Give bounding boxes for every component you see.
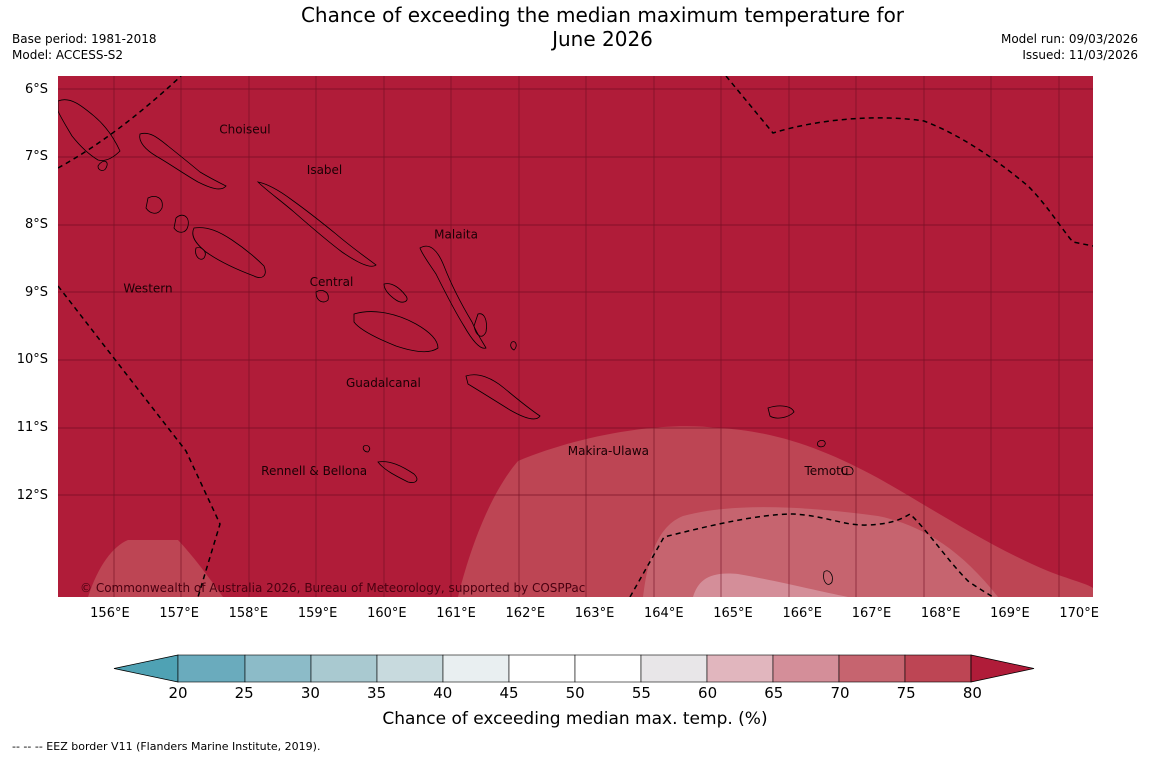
island-shortlands bbox=[97, 160, 108, 171]
colorbar-tick-label: 80 bbox=[962, 684, 982, 702]
colorbar-tick-label: 45 bbox=[499, 684, 519, 702]
lat-tick-label: 11°S bbox=[16, 419, 48, 435]
colorbar-extension-low bbox=[113, 654, 179, 683]
island-ulawa bbox=[510, 341, 517, 351]
province-label-malaita: Malaita bbox=[434, 227, 478, 241]
probability-zone-65-70 bbox=[693, 573, 848, 597]
colorbar-tick-label: 25 bbox=[234, 684, 254, 702]
island-guadalcanal bbox=[353, 311, 439, 352]
colorbar-tick-label: 70 bbox=[830, 684, 850, 702]
lat-tick-label: 9°S bbox=[24, 284, 48, 300]
colorbar-tick-label: 75 bbox=[896, 684, 916, 702]
island-rendova bbox=[195, 247, 206, 260]
colorbar-tick-label: 40 bbox=[433, 684, 453, 702]
model-text: Model: ACCESS-S2 bbox=[12, 48, 124, 62]
province-label-choiseul: Choiseul bbox=[219, 123, 270, 137]
model-run-text: Model run: 09/03/2026 bbox=[1000, 32, 1138, 46]
island-utupua bbox=[841, 466, 854, 476]
lon-tick-label: 169°E bbox=[990, 606, 1030, 621]
colorbar-segment bbox=[442, 654, 510, 683]
colorbar-segment bbox=[508, 654, 576, 683]
lon-tick-label: 167°E bbox=[851, 606, 892, 621]
colorbar-segment bbox=[706, 654, 774, 683]
colorbar-segment bbox=[177, 654, 246, 683]
lon-tick-label: 162°E bbox=[505, 606, 546, 621]
lat-tick-label: 7°S bbox=[24, 149, 48, 165]
colorbar-tick-label: 50 bbox=[565, 684, 585, 702]
island-russell bbox=[315, 290, 329, 303]
lon-tick-label: 165°E bbox=[713, 606, 753, 621]
island-makira bbox=[465, 374, 541, 420]
colorbar-segment bbox=[376, 654, 444, 683]
lon-tick-label: 166°E bbox=[782, 606, 822, 621]
colorbar-tick-label: 65 bbox=[764, 684, 784, 702]
base-period-text: Base period: 1981-2018 bbox=[12, 32, 157, 46]
lon-tick-label: 156°E bbox=[90, 606, 130, 621]
lon-tick-label: 160°E bbox=[367, 606, 407, 621]
island-bellona bbox=[362, 445, 371, 453]
province-labels: Choiseul Isabel Malaita Western Central … bbox=[123, 123, 848, 479]
island-small-malaita bbox=[473, 313, 487, 337]
issued-text: Issued: 11/03/2026 bbox=[1022, 48, 1138, 62]
colorbar-segment bbox=[838, 654, 906, 683]
province-label-guadalcanal: Guadalcanal bbox=[346, 376, 421, 390]
island-reef-islands bbox=[817, 439, 826, 448]
map-title: Chance of exceeding the median maximum t… bbox=[200, 3, 1005, 51]
probability-zone-75-80-west bbox=[88, 540, 223, 597]
meta-right: Model run: 09/03/2026 Issued: 11/03/2026 bbox=[1001, 31, 1138, 63]
island-santa-isabel bbox=[256, 181, 377, 267]
lon-tick-label: 168°E bbox=[920, 606, 961, 621]
province-label-makira-ulawa: Makira-Ulawa bbox=[568, 444, 649, 458]
copyright-text: © Commonwealth of Australia 2026, Bureau… bbox=[80, 581, 585, 595]
lon-tick-label: 163°E bbox=[574, 606, 615, 621]
island-malaita bbox=[419, 245, 487, 349]
colorbar-segment bbox=[574, 654, 642, 683]
island-bougainville bbox=[58, 99, 121, 161]
province-label-central: Central bbox=[310, 275, 354, 289]
lat-tick-label: 10°S bbox=[16, 352, 48, 368]
lat-tick-label: 6°S bbox=[24, 81, 48, 97]
graticule bbox=[58, 76, 1093, 597]
island-ngella bbox=[383, 283, 408, 303]
colorbar bbox=[113, 654, 1035, 683]
lon-tick-label: 161°E bbox=[436, 606, 476, 621]
island-vella-lavella bbox=[145, 196, 163, 214]
colorbar-segment bbox=[244, 654, 312, 683]
island-vanikoro bbox=[823, 570, 833, 585]
eez-footnote: -- -- -- EEZ border V11 (Flanders Marine… bbox=[12, 740, 321, 753]
lon-tick-label: 170°E bbox=[1059, 606, 1099, 621]
colorbar-tick-label: 35 bbox=[367, 684, 387, 702]
colorbar-tick-label: 20 bbox=[168, 684, 188, 702]
title-line-2: June 2026 bbox=[552, 27, 653, 51]
province-label-temotu: Temotu bbox=[803, 464, 848, 478]
colorbar-tick-label: 30 bbox=[300, 684, 320, 702]
lon-tick-label: 164°E bbox=[644, 606, 684, 621]
lat-tick-label: 8°S bbox=[24, 216, 48, 232]
colorbar-segment bbox=[904, 654, 972, 683]
colorbar-tick-label: 60 bbox=[698, 684, 718, 702]
title-line-1: Chance of exceeding the median maximum t… bbox=[300, 3, 905, 27]
map-panel: Choiseul Isabel Malaita Western Central … bbox=[58, 76, 1093, 597]
island-rennell bbox=[377, 461, 418, 483]
lon-tick-label: 159°E bbox=[297, 606, 338, 621]
colorbar-segment bbox=[772, 654, 840, 683]
colorbar-segment bbox=[310, 654, 378, 683]
province-label-western: Western bbox=[123, 282, 172, 296]
lat-tick-label: 12°S bbox=[16, 487, 48, 503]
province-label-rennell-bellona: Rennell & Bellona bbox=[261, 464, 367, 478]
lon-tick-label: 158°E bbox=[228, 606, 269, 621]
province-label-isabel: Isabel bbox=[307, 163, 342, 177]
islands bbox=[58, 99, 854, 585]
lon-tick-label: 157°E bbox=[159, 606, 199, 621]
colorbar-title: Chance of exceeding median max. temp. (%… bbox=[382, 709, 768, 729]
island-choiseul bbox=[139, 132, 227, 190]
colorbar-tick-label: 55 bbox=[631, 684, 651, 702]
eez-border bbox=[58, 76, 1093, 597]
island-kolombangara bbox=[173, 214, 189, 233]
island-nendo bbox=[767, 405, 795, 419]
meta-left: Base period: 1981-2018 Model: ACCESS-S2 bbox=[12, 31, 157, 63]
colorbar-segment bbox=[640, 654, 708, 683]
colorbar-extension-high bbox=[970, 654, 1035, 683]
